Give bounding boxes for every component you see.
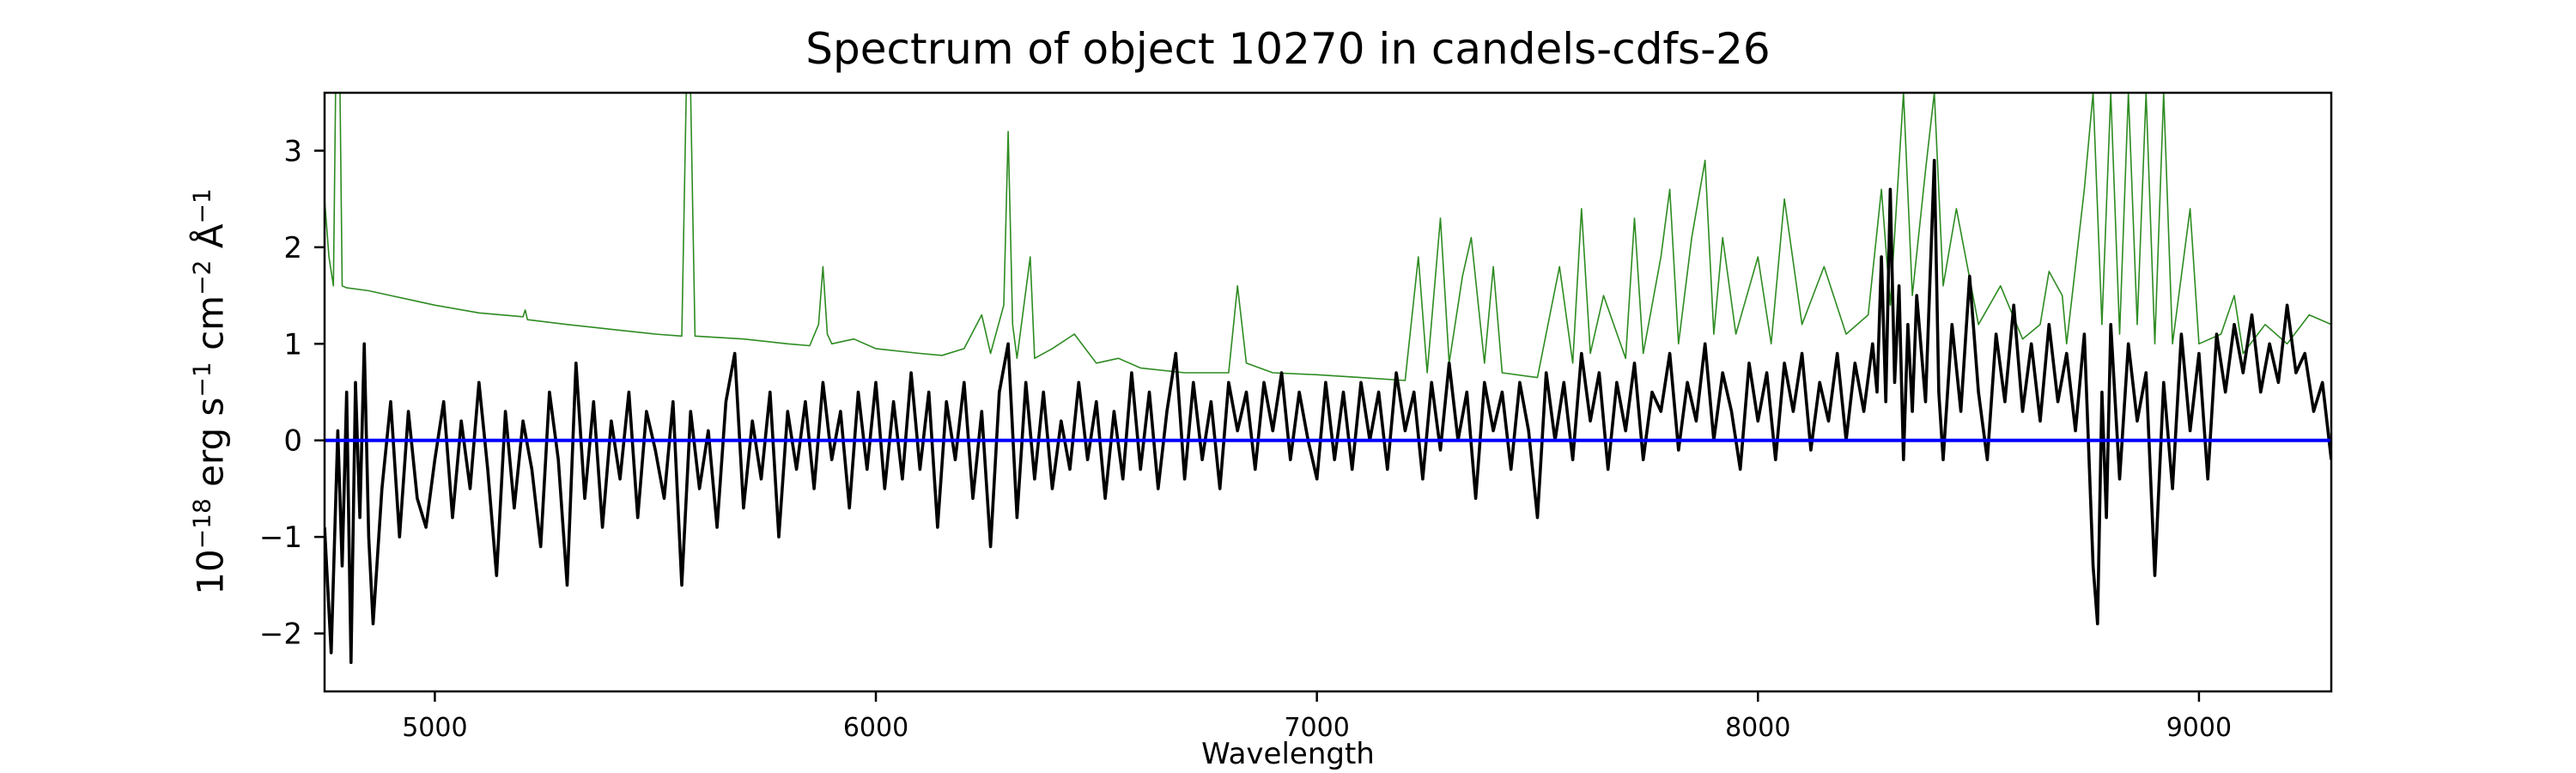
y-tick-label: 1 bbox=[283, 327, 302, 362]
chart-title: Spectrum of object 10270 in candels-cdfs… bbox=[805, 24, 1771, 74]
y-label-exp-s: −1 bbox=[187, 362, 216, 398]
y-tick-label: 2 bbox=[283, 231, 302, 265]
x-tick-label: 8000 bbox=[1725, 713, 1790, 743]
y-label-base: 10 bbox=[189, 549, 232, 595]
error-series-line bbox=[325, 93, 2331, 381]
x-axis-ticks: 5000 6000 7000 8000 9000 bbox=[402, 691, 2232, 743]
y-tick-label: 3 bbox=[283, 134, 302, 168]
y-tick-label: −2 bbox=[259, 618, 302, 652]
x-tick-label: 6000 bbox=[843, 713, 908, 743]
x-tick-label: 7000 bbox=[1284, 713, 1349, 743]
y-label-exp-scale: −18 bbox=[187, 498, 216, 550]
y-tick-label: 0 bbox=[283, 424, 302, 459]
x-tick-label: 5000 bbox=[402, 713, 467, 743]
series-layer bbox=[325, 93, 2331, 665]
x-axis-label: Wavelength bbox=[1201, 737, 1375, 771]
y-label-exp-ang: −1 bbox=[187, 188, 216, 224]
y-tick-label: −1 bbox=[259, 520, 302, 555]
y-label-ang: Å bbox=[189, 223, 232, 260]
x-tick-label: 9000 bbox=[2166, 713, 2232, 743]
flux-series-line bbox=[325, 158, 2331, 665]
y-label-exp-cm: −2 bbox=[187, 259, 216, 295]
y-label-erg: erg s bbox=[189, 397, 232, 499]
y-label-cm: cm bbox=[189, 295, 232, 362]
y-axis-ticks: −2 −1 0 1 2 3 bbox=[259, 134, 325, 652]
plot-frame bbox=[323, 91, 2333, 693]
y-axis-label: 10−18 erg s−1 cm−2 Å−1 bbox=[188, 188, 232, 594]
